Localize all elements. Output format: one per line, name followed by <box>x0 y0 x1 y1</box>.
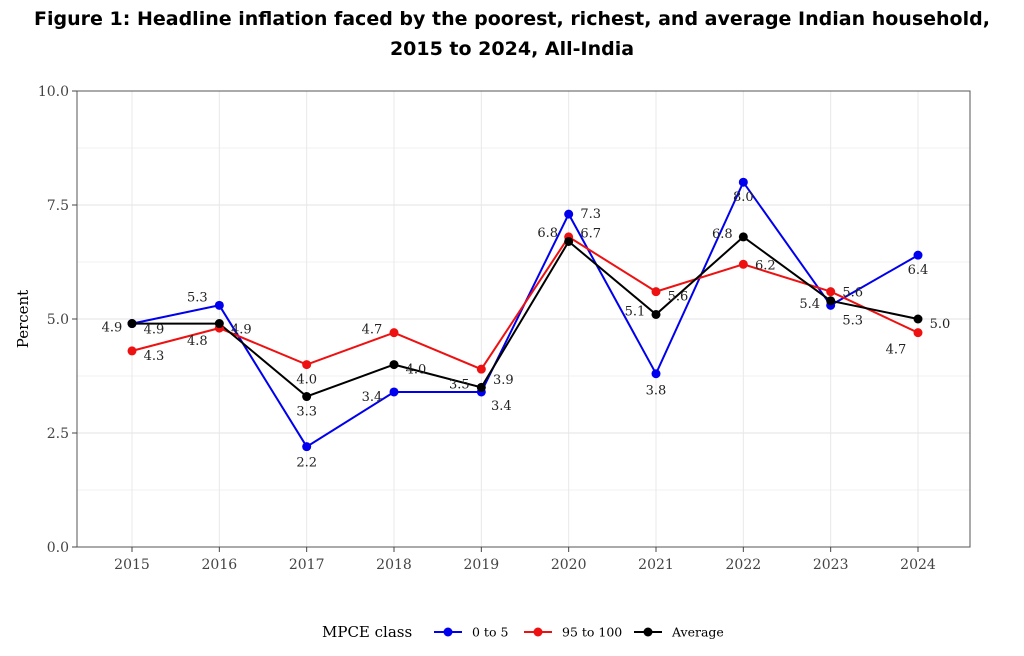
grid-lines <box>77 90 970 548</box>
data-point <box>127 346 137 356</box>
data-label: 4.7 <box>886 343 907 358</box>
data-point <box>302 392 312 402</box>
y-tick-label: 2.5 <box>47 426 69 442</box>
y-axis-label: Percent <box>14 290 32 348</box>
data-label: 4.3 <box>144 349 165 364</box>
data-point <box>738 259 748 269</box>
data-point <box>302 360 312 370</box>
x-tick-label: 2015 <box>114 557 150 573</box>
data-label: 4.0 <box>296 373 317 388</box>
x-tick-label: 2020 <box>551 557 587 573</box>
data-point <box>651 287 661 297</box>
legend-label: Average <box>671 625 724 640</box>
legend-label: 0 to 5 <box>472 625 508 640</box>
data-point <box>389 360 399 370</box>
data-label: 5.3 <box>187 290 208 305</box>
data-point <box>738 177 748 187</box>
y-axis: 0.0 2.5 5.0 7.5 10.0 <box>38 84 77 556</box>
data-label: 6.7 <box>580 226 601 241</box>
data-point <box>651 369 661 379</box>
data-label: 3.5 <box>449 377 470 392</box>
x-axis: 2015 2016 2017 2018 2019 2020 2021 2022 2023 2024 <box>114 547 936 573</box>
data-label: 5.6 <box>668 290 689 305</box>
legend-marker <box>443 627 453 637</box>
legend-title: MPCE class <box>322 623 412 641</box>
data-labels: 4.9 5.3 2.2 3.4 3.4 7.3 3.8 8.0 5.3 6.4 4.3 4.8 4.0 4… <box>102 190 951 470</box>
data-point <box>564 209 574 219</box>
data-point <box>476 364 486 374</box>
data-label: 5.0 <box>930 317 951 332</box>
data-label: 6.4 <box>908 263 929 278</box>
x-tick-label: 2021 <box>638 557 674 573</box>
y-tick-label: 7.5 <box>47 198 69 214</box>
series-line <box>132 235 919 398</box>
data-point <box>127 319 137 329</box>
y-tick-label: 0.0 <box>47 540 69 556</box>
data-label: 5.1 <box>625 304 646 319</box>
data-point <box>389 328 399 338</box>
chart-title-line-2: 2015 to 2024, All-India <box>389 38 635 60</box>
data-point <box>302 442 312 452</box>
data-point <box>913 250 923 260</box>
data-label: 3.9 <box>493 373 514 388</box>
data-point <box>826 296 836 306</box>
legend-marker <box>643 627 653 637</box>
x-tick-label: 2023 <box>813 557 849 573</box>
data-point <box>826 287 836 297</box>
data-label: 4.9 <box>102 321 123 336</box>
data-point <box>738 232 748 242</box>
data-label: 6.8 <box>712 227 733 242</box>
data-point <box>913 314 923 324</box>
data-label: 3.4 <box>491 399 512 414</box>
chart-title-line-1: Figure 1: Headline inflation faced by th… <box>34 8 990 30</box>
x-tick-label: 2018 <box>376 557 412 573</box>
data-label: 8.0 <box>733 190 754 205</box>
data-label: 3.3 <box>296 405 317 420</box>
data-point <box>564 236 574 246</box>
data-label: 5.3 <box>842 313 863 328</box>
data-label: 7.3 <box>580 207 601 222</box>
chart-title: Figure 1: Headline inflation faced by th… <box>0 4 1024 64</box>
data-point <box>389 387 399 397</box>
data-label: 3.8 <box>646 384 667 399</box>
data-label: 4.0 <box>406 363 427 378</box>
data-point <box>913 328 923 338</box>
data-point <box>214 300 224 310</box>
data-label: 4.7 <box>362 323 383 338</box>
y-tick-label: 10.0 <box>38 84 69 100</box>
legend-label: 95 to 100 <box>562 625 622 640</box>
data-label: 5.6 <box>842 286 863 301</box>
data-point <box>476 382 486 392</box>
data-label: 5.4 <box>799 297 820 312</box>
x-tick-label: 2017 <box>289 557 325 573</box>
data-label: 6.2 <box>755 258 776 273</box>
series-line <box>131 235 919 371</box>
data-label: 4.8 <box>187 334 208 349</box>
data-label: 4.9 <box>144 323 165 338</box>
data-label: 6.8 <box>537 226 558 241</box>
y-tick-label: 5.0 <box>47 312 69 328</box>
x-tick-label: 2024 <box>900 557 936 573</box>
data-label: 4.9 <box>231 323 252 338</box>
x-tick-label: 2022 <box>726 557 762 573</box>
series-group <box>127 177 923 452</box>
x-tick-label: 2019 <box>464 557 500 573</box>
legend-marker <box>533 627 543 637</box>
data-point <box>214 319 224 329</box>
data-label: 2.2 <box>296 456 317 471</box>
x-tick-label: 2016 <box>202 557 238 573</box>
legend: MPCE class 0 to 5 95 to 100 Average <box>322 623 724 641</box>
data-label: 3.4 <box>362 390 383 405</box>
data-point <box>651 309 661 319</box>
